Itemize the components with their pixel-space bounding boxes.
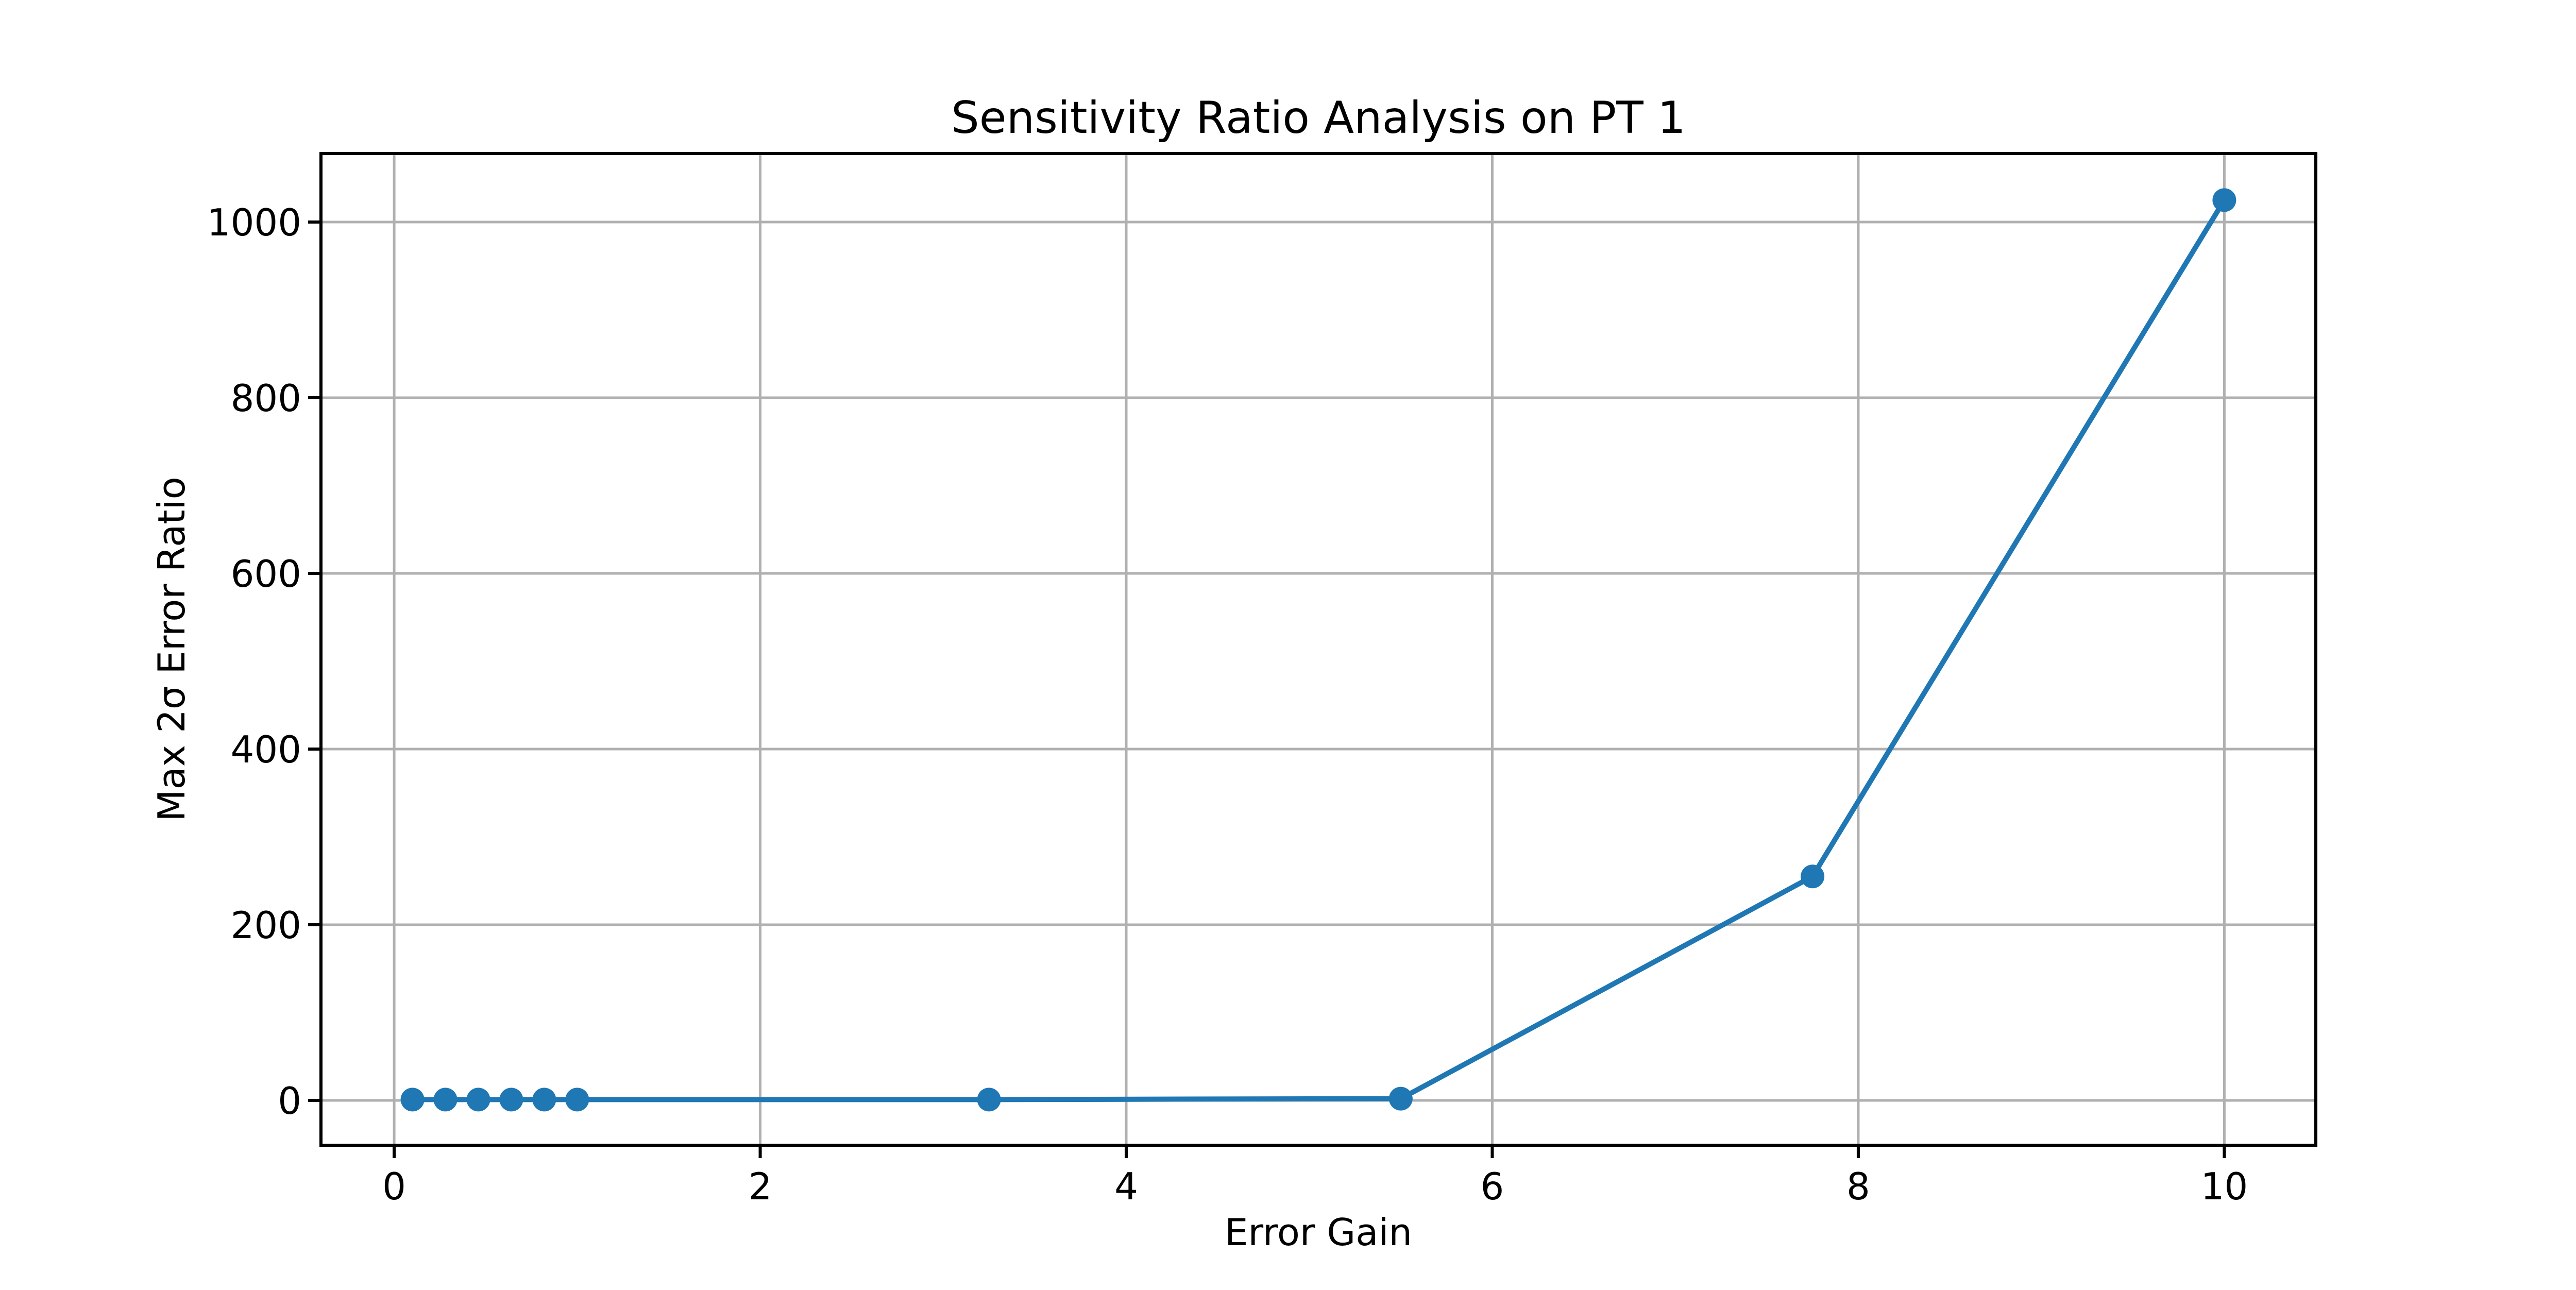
y-tick-label: 600 [231, 552, 301, 596]
plot-border [319, 152, 2317, 1147]
data-point-marker [2212, 188, 2236, 212]
x-axis-ticks [393, 1145, 2226, 1158]
data-point-marker [1388, 1087, 1413, 1111]
y-tick-label: 200 [231, 904, 301, 947]
x-axis-tick-labels: 0 2 4 6 8 10 [382, 1165, 2248, 1208]
y-axis-label: Max 2σ Error Ratio [150, 477, 193, 821]
y-tick-label: 1000 [207, 201, 301, 244]
data-point-marker [433, 1088, 457, 1112]
y-tick-label: 0 [278, 1079, 301, 1123]
data-point-marker [499, 1088, 523, 1112]
data-point-marker [400, 1088, 425, 1112]
data-point-marker [532, 1088, 556, 1112]
y-tick-label: 800 [231, 377, 301, 420]
data-line [410, 197, 2227, 1102]
x-tick-label: 8 [1846, 1165, 1870, 1208]
plot-area [400, 188, 2236, 1112]
gridlines [321, 154, 2316, 1145]
x-tick-label: 0 [382, 1165, 406, 1208]
x-tick-label: 6 [1481, 1165, 1504, 1208]
data-point-marker [565, 1088, 589, 1112]
data-point-marker [466, 1088, 490, 1112]
chart-title: Sensitivity Ratio Analysis on PT 1 [951, 92, 1686, 144]
x-tick-label: 4 [1114, 1165, 1138, 1208]
y-axis-ticks [308, 220, 321, 1102]
y-axis-tick-labels: 0 200 400 600 800 1000 [207, 201, 301, 1123]
x-tick-label: 10 [2201, 1165, 2248, 1208]
y-tick-label: 400 [231, 728, 301, 771]
x-axis-label: Error Gain [1225, 1211, 1412, 1254]
x-tick-label: 2 [749, 1165, 772, 1208]
data-point-marker [977, 1088, 1001, 1112]
data-point-marker [1801, 864, 1825, 889]
